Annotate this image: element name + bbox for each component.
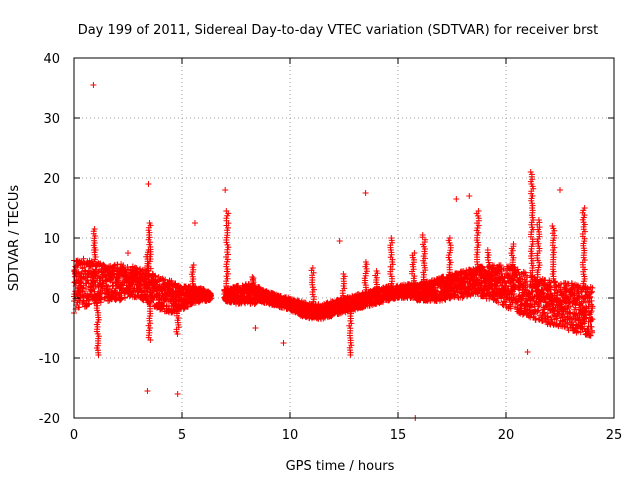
data-spike <box>173 308 182 337</box>
data-spike <box>308 265 317 307</box>
x-tick-label: 0 <box>70 428 78 443</box>
data-spike <box>549 223 558 285</box>
data-point-outlier <box>90 82 97 88</box>
data-spike <box>249 274 257 288</box>
y-tick-label: -20 <box>39 412 60 427</box>
y-tick-label: 30 <box>43 112 60 127</box>
data-point-outlier <box>453 196 460 202</box>
data-spike <box>579 205 588 289</box>
x-tick-label: 10 <box>282 428 299 443</box>
data-spike <box>527 169 537 279</box>
y-tick-label: 0 <box>52 292 60 307</box>
data-point-outlier <box>280 340 287 346</box>
data-layer <box>71 82 596 421</box>
data-spike <box>143 247 152 274</box>
y-tick-label: -10 <box>39 352 60 367</box>
data-spike <box>145 301 154 343</box>
data-point-outlier <box>557 187 563 193</box>
data-spike <box>484 247 493 268</box>
data-spike <box>188 262 197 289</box>
x-tick-label: 15 <box>390 428 407 443</box>
data-point-outlier <box>191 220 198 226</box>
data-spike <box>346 308 355 358</box>
data-point-outlier <box>252 325 259 331</box>
data-point-outlier <box>524 349 531 355</box>
data-spike <box>445 235 454 278</box>
data-point-outlier <box>145 181 152 187</box>
data-point-outlier <box>222 187 229 193</box>
x-tick-label: 5 <box>178 428 186 443</box>
data-point-outlier <box>144 388 151 394</box>
y-tick-label: 20 <box>43 172 60 187</box>
data-point-outlier <box>466 193 473 199</box>
x-tick-label: 20 <box>498 428 515 443</box>
data-point-outlier <box>92 247 99 253</box>
chart-title: Day 199 of 2011, Sidereal Day-to-day VTE… <box>78 23 599 38</box>
data-point-outlier <box>362 190 369 196</box>
data-spike <box>339 271 348 301</box>
data-point-outlier <box>125 250 131 256</box>
y-tick-label: 40 <box>43 52 60 67</box>
tick-layer: 0 5 10 15 20 25 -20 -10 0 10 20 30 40 <box>39 52 623 443</box>
data-spike <box>534 217 543 280</box>
y-tick-label: 10 <box>43 232 60 247</box>
data-spike <box>419 232 429 285</box>
x-tick-label: 25 <box>606 428 623 443</box>
data-spike <box>409 250 418 286</box>
data-spike <box>361 259 370 295</box>
data-point-outlier <box>174 391 181 397</box>
data-point-outlier <box>336 238 343 244</box>
data-spike <box>473 208 483 270</box>
data-spike <box>223 208 232 292</box>
data-spike <box>93 300 102 358</box>
grid-layer <box>74 58 614 418</box>
data-spike <box>387 235 396 289</box>
y-axis-label: SDTVAR / TECUs <box>7 185 22 292</box>
x-axis-label: GPS time / hours <box>286 459 395 474</box>
data-spike <box>508 241 517 270</box>
data-spike <box>372 268 381 292</box>
